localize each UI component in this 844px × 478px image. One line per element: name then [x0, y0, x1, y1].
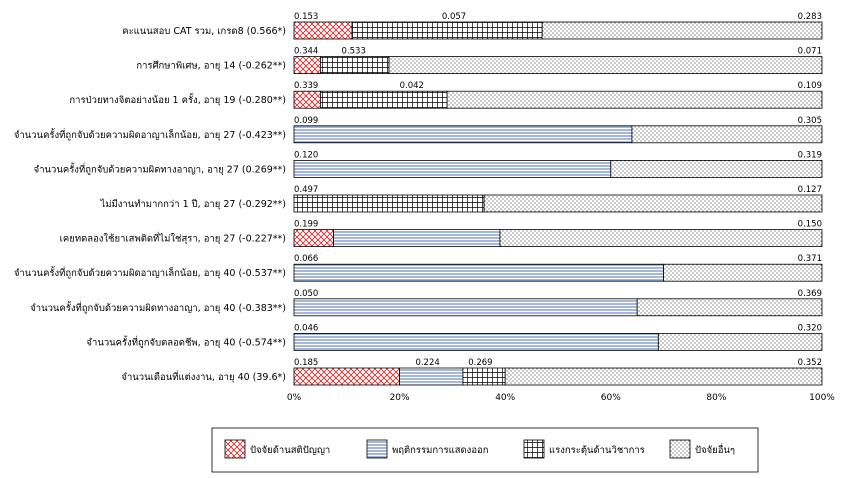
category-label: จำนวนครั้งที่ถูกจับด้วยความผิดอาญาเล็กน้…: [14, 266, 286, 279]
category-label: จำนวนครั้งที่ถูกจับด้วยความผิดทางอาญา, อ…: [30, 301, 286, 314]
labels-layer: คะแนนสอบ CAT รวม, เกรด8 (0.566*) 0.153 0.0…: [14, 12, 822, 383]
bar-segment: [293, 367, 400, 386]
data-label: 0.352: [798, 358, 822, 368]
data-label: 0.199: [294, 220, 318, 230]
x-tick-label: 20%: [390, 393, 410, 403]
x-axis: 0% 20% 40% 60% 80% 100%: [287, 393, 835, 403]
bar-segment: [293, 263, 665, 282]
legend-label: พฤติกรรมการแสดงออก: [392, 445, 489, 456]
x-tick-label: 40%: [495, 393, 515, 403]
legend-swatch: [669, 439, 691, 459]
bar-segment: [499, 229, 823, 248]
data-label: 0.320: [798, 323, 822, 333]
bar-segment: [610, 159, 823, 178]
data-label: 0.071: [798, 47, 822, 57]
bar-segment: [636, 298, 823, 317]
legend-label: ปัจจัยอื่นๆ: [695, 443, 735, 456]
data-label: 0.339: [294, 81, 318, 91]
bar-segment: [504, 367, 823, 386]
bar-segment: [293, 125, 633, 144]
bar-segment: [319, 56, 390, 74]
bar-segment: [293, 298, 638, 317]
bar-segment: [399, 367, 464, 386]
category-label: จำนวนครั้งที่ถูกจับด้วยความผิดอาญาเล็กน้…: [14, 128, 286, 141]
bar-segment: [293, 90, 321, 109]
bar-segment: [333, 229, 501, 248]
legend-swatch: [366, 439, 388, 459]
legend-swatch: [224, 439, 246, 459]
bar-segment: [293, 159, 612, 178]
bar-segment: [388, 56, 823, 74]
bar-segment: [657, 332, 823, 351]
bar-segment: [293, 229, 334, 248]
data-label: 0.042: [400, 81, 424, 91]
legend: ปัจจัยด้านสติปัญญา พฤติกรรมการแสดงออก แรงก…: [211, 427, 759, 473]
data-label: 0.371: [798, 254, 822, 264]
bar-segment: [483, 194, 823, 213]
data-label: 0.344: [294, 47, 318, 57]
bar-segment: [631, 125, 823, 144]
data-label: 0.185: [294, 358, 318, 368]
data-label: 0.066: [294, 254, 318, 264]
data-label: 0.305: [798, 116, 822, 126]
category-label: คะแนนสอบ CAT รวม, เกรด8 (0.566*): [122, 26, 286, 37]
bar-segment: [293, 56, 321, 74]
data-label: 0.057: [442, 12, 466, 22]
legend-box: [211, 427, 759, 473]
data-label: 0.369: [798, 289, 822, 299]
data-label: 0.046: [294, 323, 318, 333]
bar-segment: [446, 90, 823, 109]
x-tick-label: 100%: [809, 393, 835, 403]
bar-segment: [462, 367, 506, 386]
category-label: ไม่มีงานทำมากกว่า 1 ปี, อายุ 27 (-0.292*…: [99, 198, 286, 210]
bar-segment: [319, 90, 448, 109]
data-label: 0.224: [415, 358, 439, 368]
data-label: 0.269: [468, 358, 492, 368]
data-label: 0.283: [798, 12, 822, 22]
data-label: 0.319: [798, 150, 822, 160]
data-label: 0.099: [294, 116, 318, 126]
bar-segment: [293, 194, 485, 213]
data-label: 0.533: [342, 47, 366, 57]
category-label: เคยทดลองใช้ยาเสพติดที่ไม่ใช่สุรา, อายุ 2…: [60, 232, 286, 245]
data-label: 0.120: [294, 150, 318, 160]
category-label: จำนวนครั้งที่ถูกจับด้วยความผิดทางอาญา, อ…: [34, 162, 286, 175]
x-tick-label: 0%: [287, 393, 302, 403]
category-label: จำนวนครั้งที่ถูกจับตลอดชีพ, อายุ 40 (-0.…: [86, 335, 286, 348]
category-label: การป่วยทางจิตอย่างน้อย 1 ครั้ง, อายุ 19 …: [69, 93, 286, 106]
category-label: การศึกษาพิเศษ, อายุ 14 (-0.262**): [136, 61, 286, 72]
category-label: จำนวนเดือนที่แต่งงาน, อายุ 40 (39.6*): [121, 370, 286, 383]
x-tick-label: 80%: [706, 393, 726, 403]
legend-label: ปัจจัยด้านสติปัญญา: [250, 445, 330, 456]
bars-layer: [293, 21, 823, 386]
data-label: 0.050: [294, 289, 318, 299]
legend-swatch: [523, 439, 545, 459]
data-label: 0.497: [294, 185, 318, 195]
legend-label: แรงกระตุ้นด้านวิชาการ: [549, 445, 645, 456]
data-label: 0.109: [798, 81, 822, 91]
bar-segment: [663, 263, 823, 282]
bar-segment: [541, 21, 823, 40]
data-label: 0.153: [294, 12, 318, 22]
data-label: 0.127: [798, 185, 822, 195]
data-label: 0.150: [798, 220, 822, 230]
bar-segment: [293, 21, 353, 40]
x-tick-label: 60%: [601, 393, 621, 403]
bar-segment: [351, 21, 543, 40]
bar-segment: [293, 332, 659, 351]
